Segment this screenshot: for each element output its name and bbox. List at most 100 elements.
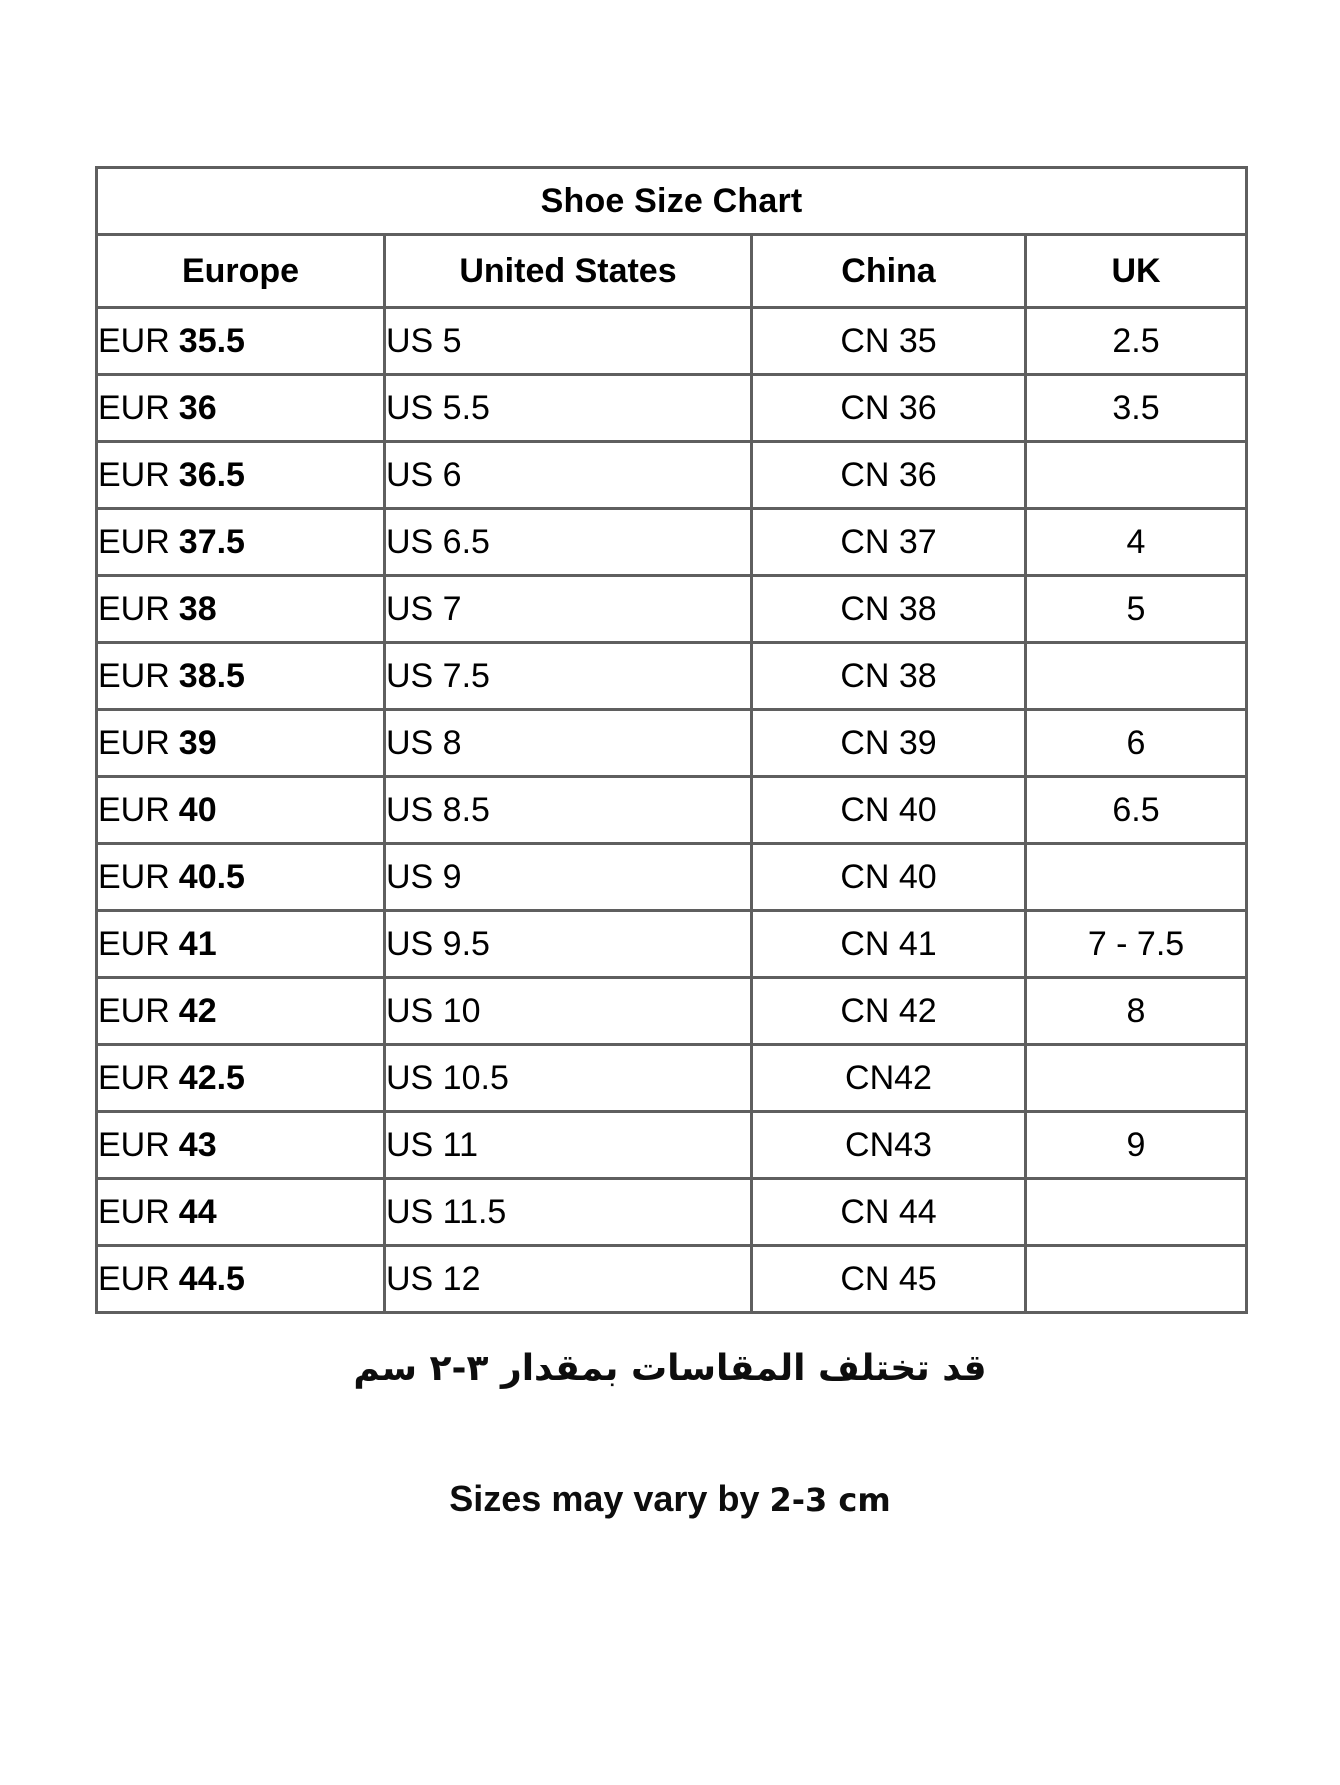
europe-prefix: EUR xyxy=(98,523,170,561)
europe-value: 42 xyxy=(178,992,217,1030)
europe-value: 39 xyxy=(178,724,217,762)
cell-china: CN 36 xyxy=(750,440,1027,510)
europe-value: 38 xyxy=(178,590,217,628)
column-header-europe: Europe xyxy=(95,233,386,309)
cell-europe: EUR 38.5 xyxy=(95,641,386,711)
note-arabic: قد تختلف المقاسات بمقدار ٣-٢ سم xyxy=(353,1348,987,1389)
cell-united-states: US 5 xyxy=(383,306,753,376)
table-row: EUR 39 US 8 CN 39 6 xyxy=(95,708,1249,778)
table-row: EUR 44.5 US 12 CN 45 xyxy=(95,1244,1249,1314)
cell-united-states: US 11 xyxy=(383,1110,753,1180)
europe-value: 36.5 xyxy=(178,456,245,494)
europe-value: 44 xyxy=(178,1193,217,1231)
cell-europe: EUR 36 xyxy=(95,373,386,443)
cell-united-states: US 9 xyxy=(383,842,753,912)
cell-europe: EUR 44.5 xyxy=(95,1244,386,1314)
europe-prefix: EUR xyxy=(98,724,170,762)
cell-united-states: US 5.5 xyxy=(383,373,753,443)
cell-europe: EUR 37.5 xyxy=(95,507,386,577)
table-row: EUR 43 US 11 CN43 9 xyxy=(95,1110,1249,1180)
cell-uk: 4 xyxy=(1023,507,1249,577)
table-row: EUR 40.5 US 9 CN 40 xyxy=(95,842,1249,912)
chart-title: Shoe Size Chart xyxy=(94,166,1249,236)
europe-value: 35.5 xyxy=(178,322,245,360)
cell-uk xyxy=(1023,1043,1249,1113)
cell-uk xyxy=(1023,842,1249,912)
cell-uk xyxy=(1023,1177,1249,1247)
cell-uk: 2.5 xyxy=(1023,306,1249,376)
europe-prefix: EUR xyxy=(98,590,170,628)
cell-china: CN43 xyxy=(750,1110,1027,1180)
cell-europe: EUR 41 xyxy=(95,909,386,979)
cell-united-states: US 8 xyxy=(383,708,753,778)
table-row: EUR 41 US 9.5 CN 41 7 - 7.5 xyxy=(95,909,1249,979)
size-table: Shoe Size Chart Europe United States Chi… xyxy=(94,166,1249,1314)
table-title-row: Shoe Size Chart xyxy=(94,166,1249,236)
cell-united-states: US 10.5 xyxy=(383,1043,753,1113)
cell-uk: 7 - 7.5 xyxy=(1023,909,1249,979)
europe-prefix: EUR xyxy=(98,1260,170,1298)
cell-uk: 6.5 xyxy=(1023,775,1249,845)
europe-value: 44.5 xyxy=(178,1260,245,1298)
europe-value: 37.5 xyxy=(178,523,245,561)
table-row: EUR 36 US 5.5 CN 36 3.5 xyxy=(95,373,1249,443)
table-row: EUR 38.5 US 7.5 CN 38 xyxy=(95,641,1249,711)
table-row: EUR 42 US 10 CN 42 8 xyxy=(95,976,1249,1046)
europe-prefix: EUR xyxy=(98,1193,170,1231)
note-english-measure: 2-3 cm xyxy=(769,1481,891,1519)
cell-uk xyxy=(1023,641,1249,711)
cell-united-states: US 9.5 xyxy=(383,909,753,979)
europe-value: 42.5 xyxy=(178,1059,245,1097)
europe-prefix: EUR xyxy=(98,1059,170,1097)
table-row: EUR 36.5 US 6 CN 36 xyxy=(95,440,1249,510)
europe-prefix: EUR xyxy=(98,925,170,963)
table-row: EUR 35.5 US 5 CN 35 2.5 xyxy=(95,306,1249,376)
cell-europe: EUR 40 xyxy=(95,775,386,845)
cell-china: CN 44 xyxy=(750,1177,1027,1247)
europe-prefix: EUR xyxy=(98,992,170,1030)
europe-prefix: EUR xyxy=(98,389,170,427)
cell-china: CN 40 xyxy=(750,775,1027,845)
cell-united-states: US 7 xyxy=(383,574,753,644)
table-row: EUR 40 US 8.5 CN 40 6.5 xyxy=(95,775,1249,845)
cell-europe: EUR 38 xyxy=(95,574,386,644)
column-header-uk: UK xyxy=(1023,233,1249,309)
europe-prefix: EUR xyxy=(98,456,170,494)
cell-uk: 8 xyxy=(1023,976,1249,1046)
cell-china: CN 39 xyxy=(750,708,1027,778)
cell-united-states: US 6 xyxy=(383,440,753,510)
table-row: EUR 44 US 11.5 CN 44 xyxy=(95,1177,1249,1247)
cell-united-states: US 6.5 xyxy=(383,507,753,577)
cell-uk: 3.5 xyxy=(1023,373,1249,443)
europe-value: 38.5 xyxy=(178,657,245,695)
cell-uk xyxy=(1023,1244,1249,1314)
size-table-body: Shoe Size Chart Europe United States Chi… xyxy=(94,166,1249,1314)
cell-china: CN 40 xyxy=(750,842,1027,912)
cell-uk: 6 xyxy=(1023,708,1249,778)
cell-china: CN 45 xyxy=(750,1244,1027,1314)
cell-china: CN 42 xyxy=(750,976,1027,1046)
europe-prefix: EUR xyxy=(98,858,170,896)
cell-uk xyxy=(1023,440,1249,510)
table-row: EUR 37.5 US 6.5 CN 37 4 xyxy=(95,507,1249,577)
cell-united-states: US 7.5 xyxy=(383,641,753,711)
cell-europe: EUR 43 xyxy=(95,1110,386,1180)
europe-prefix: EUR xyxy=(98,791,170,829)
europe-prefix: EUR xyxy=(98,322,170,360)
note-english-prefix: Sizes may vary by xyxy=(449,1478,760,1519)
europe-value: 36 xyxy=(178,389,217,427)
column-header-china: China xyxy=(750,233,1027,309)
table-row: EUR 42.5 US 10.5 CN42 xyxy=(95,1043,1249,1113)
cell-china: CN 41 xyxy=(750,909,1027,979)
cell-europe: EUR 44 xyxy=(95,1177,386,1247)
shoe-size-chart: Shoe Size Chart Europe United States Chi… xyxy=(94,166,1249,1314)
cell-europe: EUR 35.5 xyxy=(95,306,386,376)
cell-china: CN42 xyxy=(750,1043,1027,1113)
cell-europe: EUR 40.5 xyxy=(95,842,386,912)
cell-china: CN 35 xyxy=(750,306,1027,376)
cell-united-states: US 11.5 xyxy=(383,1177,753,1247)
europe-value: 43 xyxy=(178,1126,217,1164)
cell-europe: EUR 42 xyxy=(95,976,386,1046)
table-row: EUR 38 US 7 CN 38 5 xyxy=(95,574,1249,644)
